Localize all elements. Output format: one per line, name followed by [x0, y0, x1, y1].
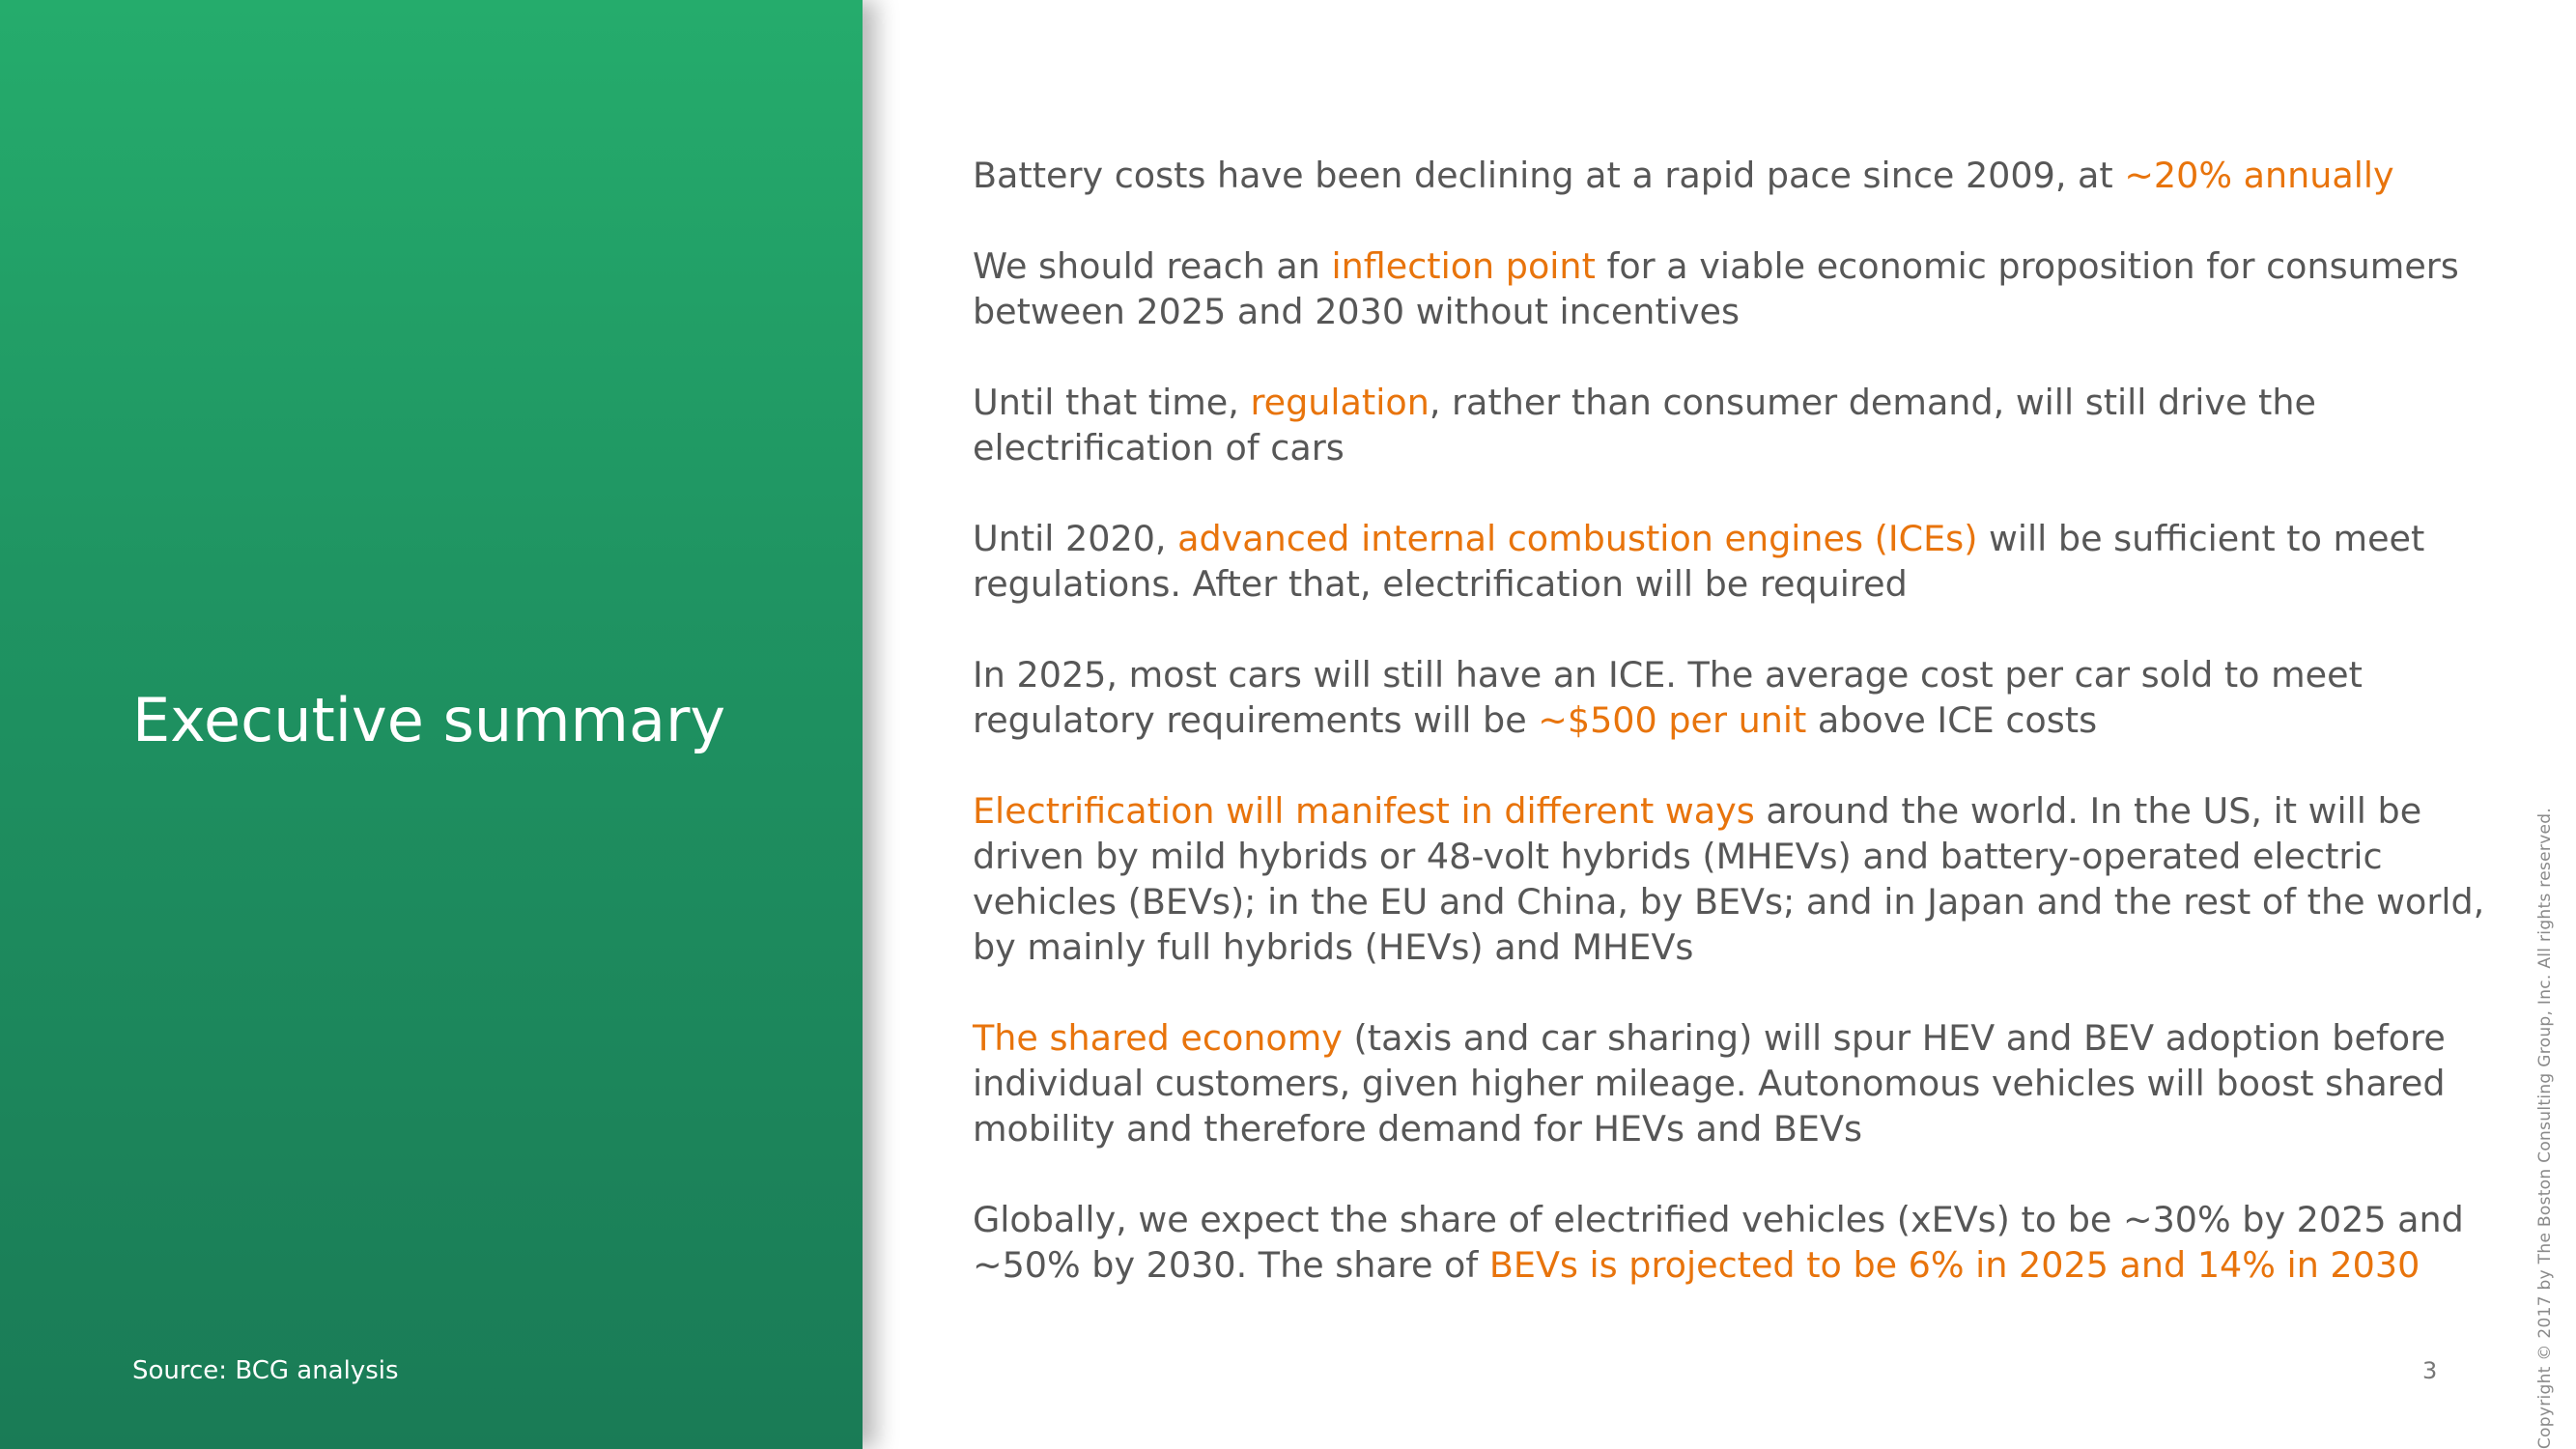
line-text: vehicles (BEVs); in the EU and China, by… [973, 881, 2485, 923]
paragraph-line: ~50% by 2030. The share of BEVs is proje… [973, 1242, 2450, 1288]
highlight-text: Electrification will manifest in differe… [973, 790, 1755, 832]
line-text: regulations. After that, electrification… [973, 563, 1908, 605]
line-text: Until 2020, [973, 518, 1178, 559]
line-text: driven by mild hybrids or 48-volt hybrid… [973, 836, 2383, 877]
page-number: 3 [2422, 1357, 2438, 1384]
line-text: (taxis and car sharing) will spur HEV an… [1342, 1017, 2446, 1059]
summary-paragraph-inflection-point: We should reach an inflection point for … [973, 243, 2459, 334]
line-text: Battery costs have been declining at a r… [973, 155, 2125, 196]
paragraph-line: Until that time, regulation, rather than… [973, 380, 2450, 425]
summary-paragraph-regulation: Until that time, regulation, rather than… [973, 380, 2450, 470]
highlight-text: ~$500 per unit [1538, 699, 1807, 741]
line-text: ~50% by 2030. The share of [973, 1244, 1489, 1286]
highlight-text: inflection point [1331, 245, 1596, 287]
summary-paragraph-cost-per-unit: In 2025, most cars will still have an IC… [973, 652, 2450, 743]
paragraph-line: In 2025, most cars will still have an IC… [973, 652, 2450, 697]
title-panel: Executive summary Source: BCG analysis [0, 0, 863, 1449]
highlight-text: ~20% annually [2124, 155, 2394, 196]
line-text: electrification of cars [973, 427, 1345, 469]
line-text: individual customers, given higher milea… [973, 1063, 2446, 1104]
paragraph-line: between 2025 and 2030 without incentives [973, 289, 2450, 334]
line-text: above ICE costs [1806, 699, 2098, 741]
copyright-notice: Copyright © 2017 by The Boston Consultin… [2535, 807, 2555, 1449]
summary-paragraph-battery-costs: Battery costs have been declining at a r… [973, 153, 2450, 198]
paragraph-line: by mainly full hybrids (HEVs) and MHEVs [973, 924, 2450, 970]
summary-paragraph-ices: Until 2020, advanced internal combustion… [973, 516, 2450, 607]
paragraph-line: driven by mild hybrids or 48-volt hybrid… [973, 834, 2450, 879]
highlight-text: BEVs is projected to be 6% in 2025 and 1… [1488, 1244, 2420, 1286]
paragraph-line: electrification of cars [973, 425, 2450, 470]
line-text: by mainly full hybrids (HEVs) and MHEVs [973, 926, 1694, 968]
line-text: will be sufficient to meet [1977, 518, 2425, 559]
paragraph-line: Electrification will manifest in differe… [973, 788, 2450, 834]
line-text: around the world. In the US, it will be [1754, 790, 2422, 832]
summary-content: Battery costs have been declining at a r… [973, 153, 2484, 1333]
line-text: Globally, we expect the share of electri… [973, 1199, 2464, 1240]
highlight-text: regulation [1250, 382, 1430, 423]
paragraph-line: The shared economy (taxis and car sharin… [973, 1015, 2450, 1061]
summary-paragraph-regional-electrification: Electrification will manifest in differe… [973, 788, 2484, 970]
summary-paragraph-global-share: Globally, we expect the share of electri… [973, 1197, 2464, 1288]
paragraph-line: Globally, we expect the share of electri… [973, 1197, 2464, 1242]
line-text: In 2025, most cars will still have an IC… [973, 654, 2363, 696]
line-text: between 2025 and 2030 without incentives [973, 291, 1740, 332]
line-text: regulatory requirements will be [973, 699, 1539, 741]
summary-paragraph-shared-economy: The shared economy (taxis and car sharin… [973, 1015, 2450, 1151]
highlight-text: The shared economy [973, 1017, 1343, 1059]
line-text: Until that time, [973, 382, 1251, 423]
line-text: for a viable economic proposition for co… [1595, 245, 2459, 287]
paragraph-line: Until 2020, advanced internal combustion… [973, 516, 2450, 561]
paragraph-line: individual customers, given higher milea… [973, 1061, 2450, 1106]
paragraph-line: regulatory requirements will be ~$500 pe… [973, 697, 2450, 743]
highlight-text: advanced internal combustion engines (IC… [1177, 518, 1978, 559]
line-text: mobility and therefore demand for HEVs a… [973, 1108, 1862, 1150]
paragraph-line: vehicles (BEVs); in the EU and China, by… [973, 879, 2484, 924]
source-note: Source: BCG analysis [132, 1356, 399, 1385]
page-title: Executive summary [132, 685, 726, 755]
paragraph-line: regulations. After that, electrification… [973, 561, 2450, 607]
paragraph-line: Battery costs have been declining at a r… [973, 153, 2450, 198]
paragraph-line: We should reach an inflection point for … [973, 243, 2459, 289]
line-text: , rather than consumer demand, will stil… [1429, 382, 2316, 423]
paragraph-line: mobility and therefore demand for HEVs a… [973, 1106, 2450, 1151]
line-text: We should reach an [973, 245, 1332, 287]
